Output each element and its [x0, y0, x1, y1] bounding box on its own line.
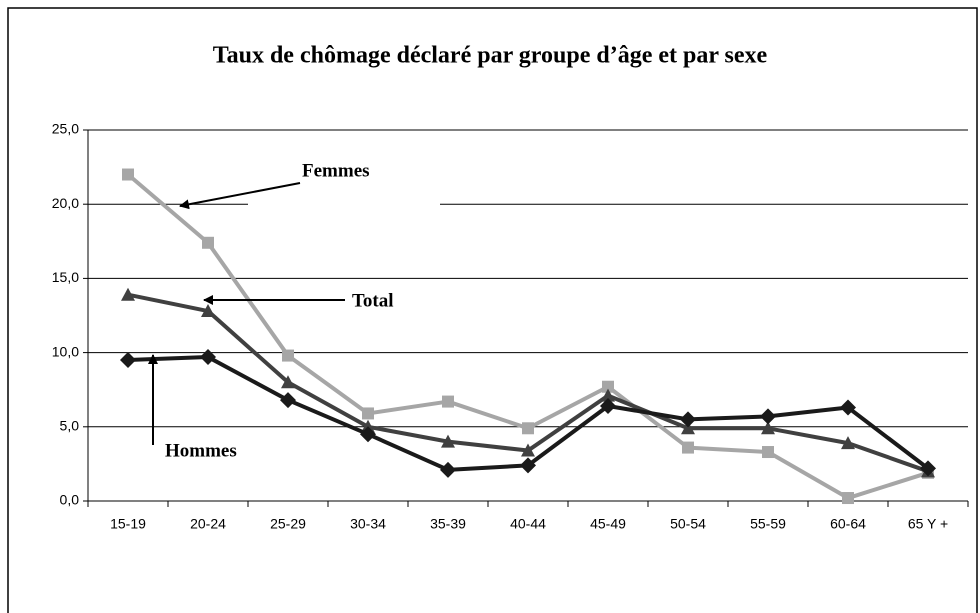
point [281, 375, 295, 389]
point [121, 287, 135, 301]
y-tick-label: 10,0 [52, 343, 79, 359]
chart-title: Taux de chômage déclaré par groupe d’âge… [213, 43, 768, 69]
y-tick-label: 20,0 [52, 195, 79, 211]
annotation: Femmes [302, 160, 370, 181]
x-tick-label: 25-29 [270, 516, 306, 532]
y-tick-label: 0,0 [60, 492, 80, 508]
point [441, 434, 455, 448]
point [201, 304, 215, 318]
point [840, 399, 856, 416]
point [762, 446, 774, 459]
point [681, 421, 695, 435]
point [521, 443, 535, 457]
y-tick-label: 5,0 [60, 418, 80, 434]
x-tick-label: 15-19 [110, 516, 146, 532]
point [282, 349, 294, 362]
point [362, 407, 374, 420]
x-tick-label: 35-39 [430, 516, 466, 532]
grid: 0,0 5,0 10,0 15,0 20,0 25,0 15-19 20-24 25-29 30-… [52, 121, 969, 532]
x-tick-label: 20-24 [190, 516, 226, 532]
point [360, 426, 376, 443]
x-tick-label: 45-49 [590, 516, 626, 532]
point [522, 422, 534, 435]
point [602, 380, 614, 393]
x-tick-label: 40-44 [510, 516, 546, 532]
annotation: Total [352, 290, 394, 311]
plot [120, 168, 936, 505]
point [440, 461, 456, 478]
point [600, 398, 616, 415]
x-tick-label: 60-64 [830, 516, 866, 532]
point [200, 349, 216, 366]
point [601, 388, 615, 402]
point [761, 421, 775, 435]
y-tick-label: 15,0 [52, 269, 79, 285]
point [520, 457, 536, 474]
y-tick-label: 25,0 [52, 121, 79, 137]
x-tick-label: 30-34 [350, 516, 386, 532]
annotation: Hommes [165, 440, 237, 461]
point [842, 492, 854, 505]
arrow [179, 182, 301, 210]
point [760, 408, 776, 425]
point [442, 395, 454, 408]
point [280, 392, 296, 409]
point [680, 411, 696, 428]
label-gap [248, 198, 440, 212]
x-tick-label: 50-54 [670, 516, 706, 532]
point [120, 352, 136, 369]
x-tick-label: 55-59 [750, 516, 786, 532]
point [841, 436, 855, 450]
point [682, 441, 694, 454]
x-tick-label: 65 Y + [908, 516, 948, 532]
point [920, 460, 936, 477]
frame [7, 7, 978, 613]
point [122, 168, 134, 181]
point [202, 236, 214, 249]
